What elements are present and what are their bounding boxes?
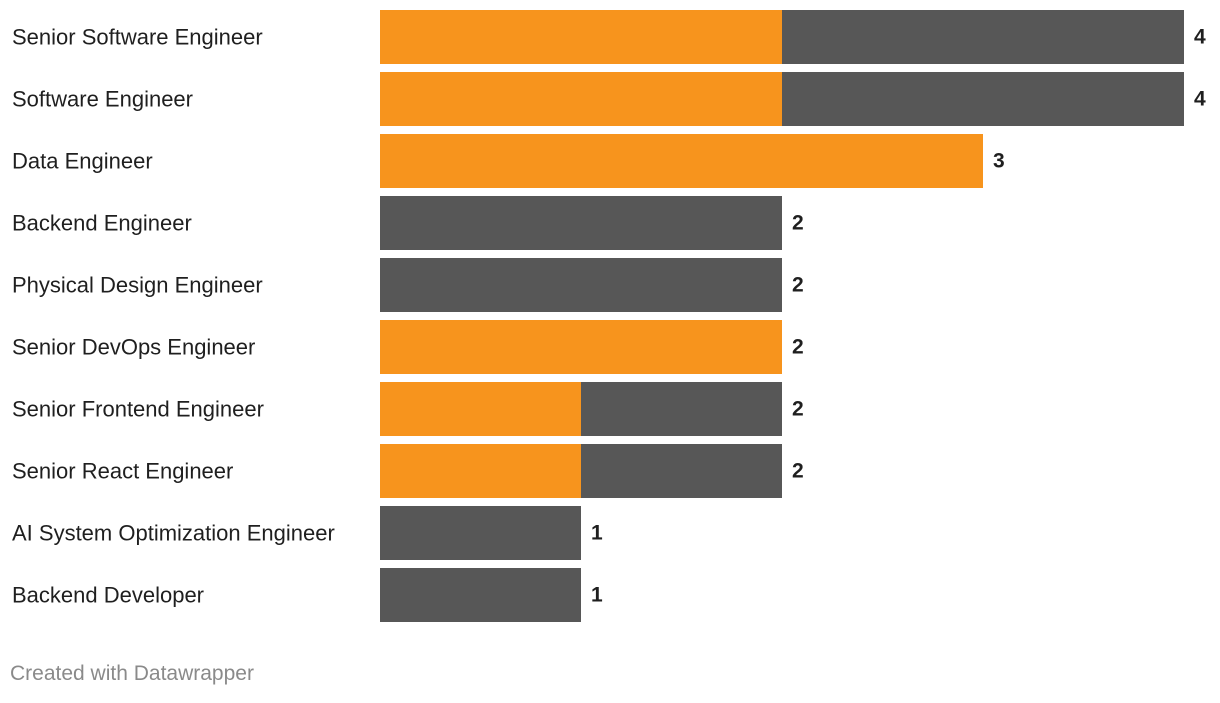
value-label: 1 [591,584,603,607]
category-label: Senior Frontend Engineer [12,397,264,422]
category-label: Data Engineer [12,149,153,174]
bar-segment-orange[interactable] [380,382,581,436]
category-label: Backend Developer [12,583,204,608]
value-label: 2 [792,274,804,297]
bar-segment-gray[interactable] [380,258,782,312]
bar-segment-orange[interactable] [380,10,782,64]
bar-row: Senior Software Engineer 4 [12,10,1206,64]
category-label: Senior Software Engineer [12,25,263,50]
bar-segment-orange[interactable] [380,320,782,374]
value-label: 4 [1194,88,1206,111]
bar-segment-gray[interactable] [380,568,581,622]
bar-segment-orange[interactable] [380,134,983,188]
bar-segment-orange[interactable] [380,444,581,498]
bar-segment-gray[interactable] [782,10,1184,64]
category-label: Backend Engineer [12,211,192,236]
bar-segment-gray[interactable] [380,196,782,250]
bar-row: Backend Developer 1 [12,568,603,622]
value-label: 2 [792,212,804,235]
bar-row: Senior DevOps Engineer 2 [12,320,804,374]
bar-row: AI System Optimization Engineer 1 [12,506,603,560]
bar-row: Senior Frontend Engineer 2 [12,382,804,436]
value-label: 4 [1194,26,1206,49]
bar-segment-gray[interactable] [380,506,581,560]
bar-row: Backend Engineer 2 [12,196,804,250]
category-label: Senior DevOps Engineer [12,335,255,360]
value-label: 3 [993,150,1005,173]
value-label: 1 [591,522,603,545]
bar-row: Software Engineer 4 [12,72,1206,126]
category-label: Senior React Engineer [12,459,233,484]
bar-segment-gray[interactable] [581,382,782,436]
category-label: Software Engineer [12,87,193,112]
value-label: 2 [792,336,804,359]
category-label: AI System Optimization Engineer [12,521,335,546]
bar-row: Data Engineer 3 [12,134,1005,188]
footer-credit[interactable]: Created with Datawrapper [10,662,254,685]
bar-segment-gray[interactable] [581,444,782,498]
bar-segment-orange[interactable] [380,72,782,126]
bar-segment-gray[interactable] [782,72,1184,126]
bar-row: Physical Design Engineer 2 [12,258,804,312]
value-label: 2 [792,398,804,421]
bar-row: Senior React Engineer 2 [12,444,804,498]
value-label: 2 [792,460,804,483]
category-label: Physical Design Engineer [12,273,263,298]
